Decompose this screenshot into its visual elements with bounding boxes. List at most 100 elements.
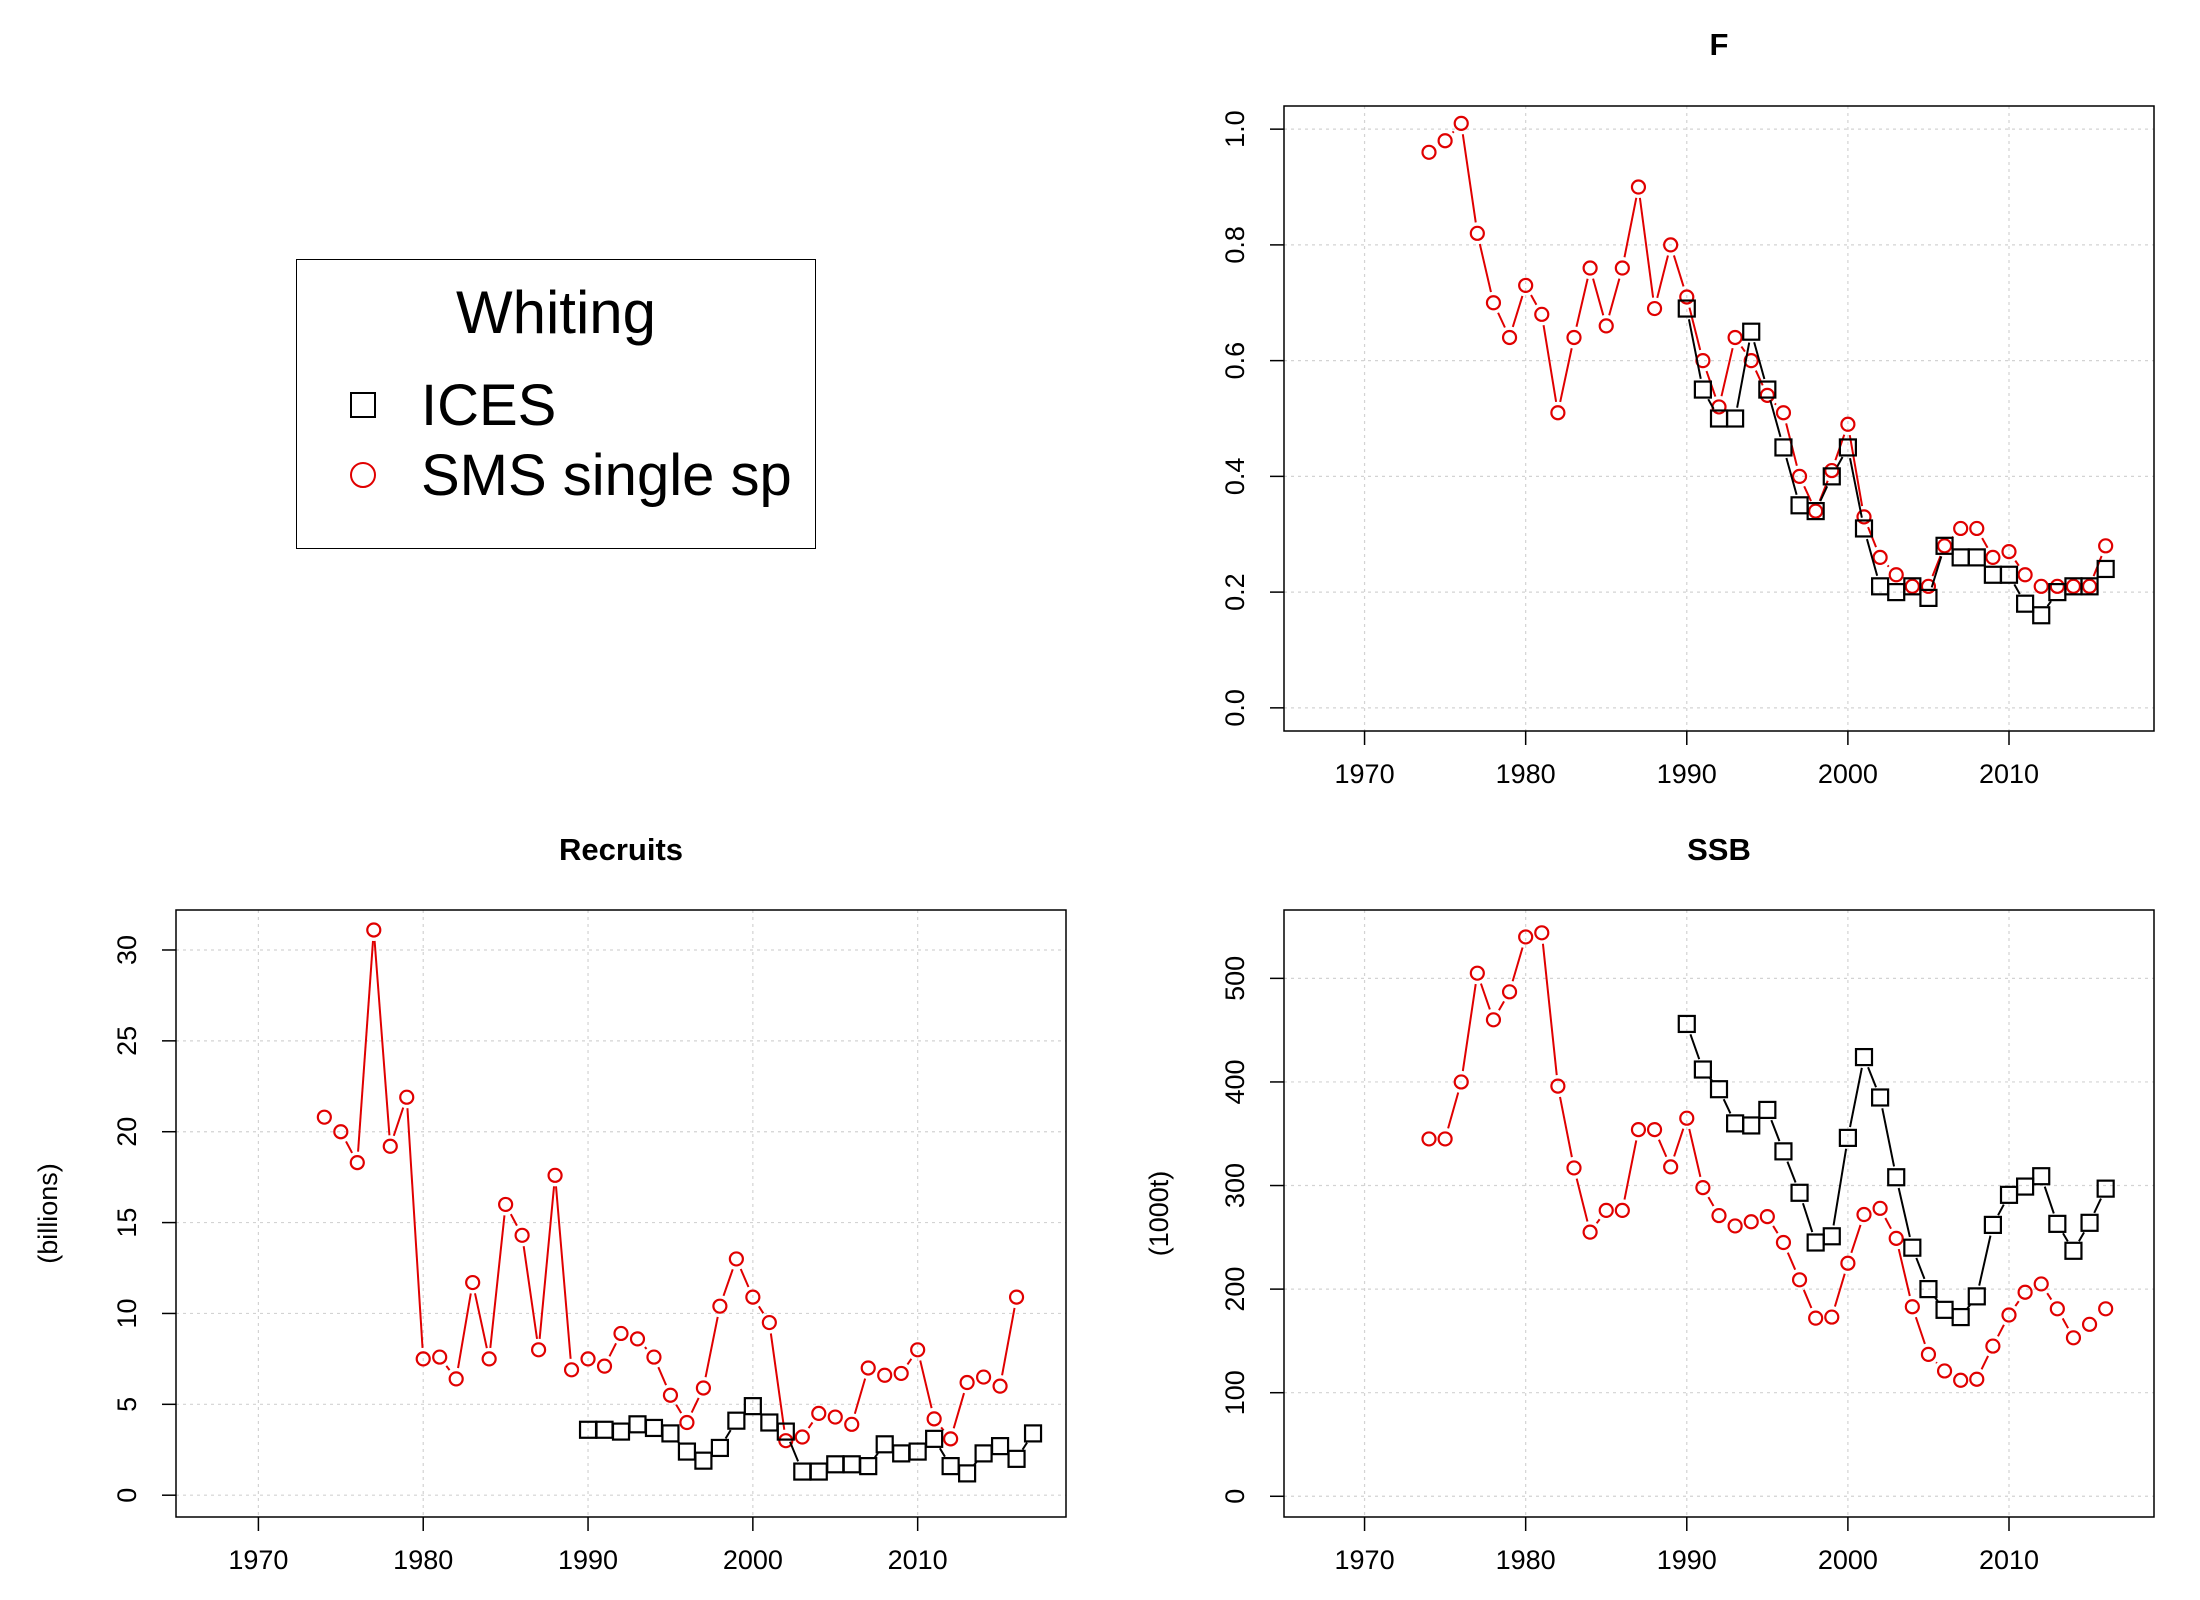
- ssb-sms-segment: [1935, 1361, 1938, 1364]
- f-ices-point: [2080, 577, 2099, 596]
- ssb-ytick-label: 300: [1220, 1163, 1250, 1208]
- recruits-sms-point: [860, 1360, 876, 1376]
- recruits-sms-segment: [474, 1293, 488, 1349]
- ssb-ices-point: [1838, 1128, 1857, 1147]
- recruits-ices-point: [743, 1397, 762, 1416]
- recruits-sms-point: [761, 1314, 777, 1331]
- f-sms-segment: [1931, 555, 1942, 577]
- f-sms-point: [1485, 295, 1502, 311]
- ssb-xtick-label: 2000: [1818, 1545, 1878, 1575]
- ssb-sms-point: [1614, 1202, 1630, 1218]
- ssb-sms-point: [1695, 1180, 1711, 1196]
- recruits-ices-point: [1023, 1424, 1043, 1443]
- f-ices-point: [1693, 380, 1712, 399]
- recruits-sms-segment: [739, 1268, 750, 1288]
- recruits-sms-point: [893, 1365, 909, 1382]
- f-sms-segment: [1451, 130, 1455, 134]
- ssb-ices-point: [2064, 1241, 2083, 1260]
- f-sms-point: [1808, 503, 1824, 519]
- ssb-sms-point: [1469, 965, 1485, 981]
- recruits-sms-point: [959, 1374, 975, 1391]
- f-sms-point: [1953, 520, 1969, 537]
- ssb-ices-segment: [1966, 1304, 1971, 1310]
- ssb-sms-point: [2033, 1276, 2049, 1292]
- ssb-ices-point: [1871, 1088, 1890, 1107]
- f-sms-segment: [1740, 345, 1746, 353]
- recruits-ices-point: [990, 1437, 1010, 1456]
- f-ytick-label: 0.4: [1220, 458, 1250, 496]
- legend-label-sms: SMS single sp: [421, 442, 792, 508]
- f-sms-point: [1453, 115, 1469, 131]
- recruits-ices-point: [826, 1455, 845, 1474]
- recruits-sms-point: [679, 1414, 695, 1431]
- f-sms-point: [1775, 405, 1792, 421]
- ssb-sms-point: [1888, 1230, 1904, 1246]
- recruits-sms-segment: [919, 1360, 933, 1409]
- ssb-sms-point: [2049, 1301, 2065, 1317]
- f-sms-point: [2017, 567, 2033, 583]
- f-sms-point: [1501, 329, 1518, 346]
- ssb-ices-segment: [1897, 1187, 1911, 1238]
- ssb-sms-point: [1501, 984, 1518, 1000]
- recruits-sms-segment: [406, 1108, 424, 1348]
- ssb-ices-point: [1951, 1307, 1970, 1327]
- f-sms-segment: [1981, 537, 1989, 549]
- f-sms-segment: [1559, 348, 1573, 403]
- recruits-sms-point: [316, 1109, 332, 1125]
- ssb-sms-point: [1904, 1299, 1920, 1315]
- recruits-sms-segment: [1001, 1307, 1016, 1376]
- legend: Whiting ICES SMS single sp: [296, 259, 816, 549]
- f-sms-point: [1872, 549, 1888, 565]
- ssb-sms-point: [1630, 1121, 1647, 1138]
- ssb-sms-segment: [2046, 1292, 2053, 1301]
- recruits-sms-segment: [345, 1140, 354, 1154]
- ssb-ices-segment: [1689, 1033, 1701, 1060]
- ssb-sms-segment: [1802, 1289, 1813, 1309]
- ssb-sms-point: [1808, 1310, 1824, 1326]
- recruits-sms-segment: [853, 1378, 867, 1415]
- recruits-sms-segment: [690, 1397, 700, 1414]
- ssb-ytick-label: 0: [1220, 1489, 1250, 1504]
- recruits-sms-point: [415, 1351, 431, 1367]
- recruits-sms-point: [662, 1387, 679, 1403]
- recruits-ices-point: [859, 1457, 878, 1476]
- recruits-ices-point: [611, 1422, 631, 1441]
- f-ytick-label: 0.6: [1220, 342, 1250, 380]
- f-ices-segment: [1849, 458, 1863, 518]
- ssb-sms-point: [1920, 1346, 1937, 1362]
- f-ices-segment: [1836, 456, 1844, 468]
- ssb-sms-point: [1791, 1272, 1808, 1288]
- f-sms-point: [1985, 549, 2001, 565]
- f-sms-point: [1518, 277, 1534, 293]
- recruits-ices-point: [710, 1438, 729, 1458]
- ssb-sms-segment: [1559, 1096, 1573, 1158]
- f-panel: 1970 1980 1990 2000 2010 0.0 0.2 0.4 0.6 0.8 1.0 F: [1220, 27, 2155, 789]
- ssb-sms-point: [2081, 1316, 2098, 1332]
- ssb-xtick-label: 1990: [1657, 1545, 1717, 1575]
- ssb-ices-point: [1854, 1047, 1874, 1067]
- recruits-ices-segment: [789, 1441, 800, 1462]
- f-sms-segment: [1608, 278, 1621, 316]
- recruits-ices-point: [644, 1418, 664, 1438]
- recruits-ytick-label: 25: [112, 1026, 142, 1056]
- recruits-sms-segment: [392, 1107, 405, 1137]
- recruits-xtick-label: 2000: [723, 1545, 783, 1575]
- f-sms-segment: [1803, 485, 1812, 502]
- ssb-sms-point: [1759, 1209, 1775, 1225]
- recruits-ices-segment: [1021, 1442, 1028, 1451]
- f-xtick-label: 1990: [1657, 759, 1717, 789]
- f-sms-segment: [1720, 347, 1734, 397]
- recruits-xtick-label: 1980: [393, 1545, 453, 1575]
- recruits-ices-point: [941, 1457, 960, 1476]
- ssb-sms-point: [1969, 1371, 1985, 1387]
- f-sms-point: [1598, 318, 1614, 334]
- f-sms-segment: [1886, 564, 1890, 568]
- ssb-sms-segment: [1461, 983, 1477, 1072]
- circle-icon: [333, 445, 393, 505]
- f-ytick-label: 0.0: [1220, 689, 1250, 727]
- f-sms-point: [1582, 260, 1598, 276]
- ssb-sms-point: [1566, 1160, 1582, 1176]
- ssb-sms-segment: [1707, 1196, 1715, 1207]
- recruits-sms-point: [432, 1349, 448, 1365]
- recruits-ices-point: [694, 1451, 713, 1470]
